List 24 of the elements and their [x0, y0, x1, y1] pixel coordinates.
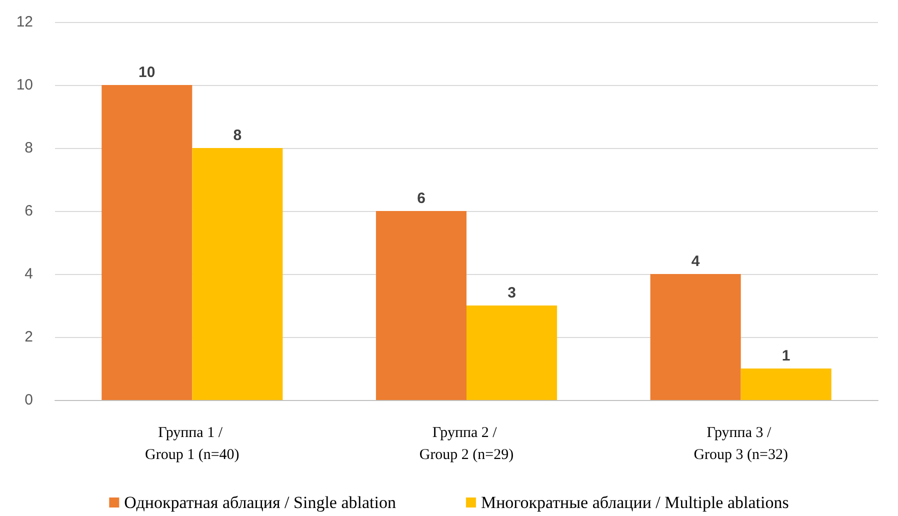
- bar: [376, 211, 466, 400]
- data-label: 4: [691, 253, 700, 270]
- y-tick-label: 0: [24, 392, 33, 408]
- x-tick-label: Группа 2 / Group 2 (n=29): [419, 425, 514, 463]
- bar: [192, 148, 283, 400]
- y-tick-label: 4: [24, 266, 33, 282]
- y-tick-label: 10: [16, 76, 33, 94]
- bar: [650, 274, 741, 400]
- legend-label: Многократные аблации / Multiple ablations: [480, 493, 789, 512]
- data-label: 1: [782, 348, 790, 364]
- legend-label: Однократная аблация / Single ablation: [124, 493, 396, 512]
- x-tick-label: Группа 3 / Group 3 (n=32): [694, 425, 788, 463]
- data-label: 6: [417, 190, 426, 207]
- data-label: 10: [138, 64, 156, 81]
- bar: [466, 306, 558, 400]
- y-tick-label: 12: [16, 14, 33, 30]
- y-tick-label: 2: [24, 328, 33, 346]
- y-tick-label: 6: [24, 202, 33, 220]
- x-tick-label: Группа 1 / Group 1 (n=40): [145, 425, 240, 463]
- bar: [740, 368, 832, 400]
- data-label: 3: [508, 284, 516, 302]
- bar: [102, 85, 192, 400]
- y-tick-label: 8: [24, 140, 33, 156]
- data-label: 8: [233, 127, 242, 144]
